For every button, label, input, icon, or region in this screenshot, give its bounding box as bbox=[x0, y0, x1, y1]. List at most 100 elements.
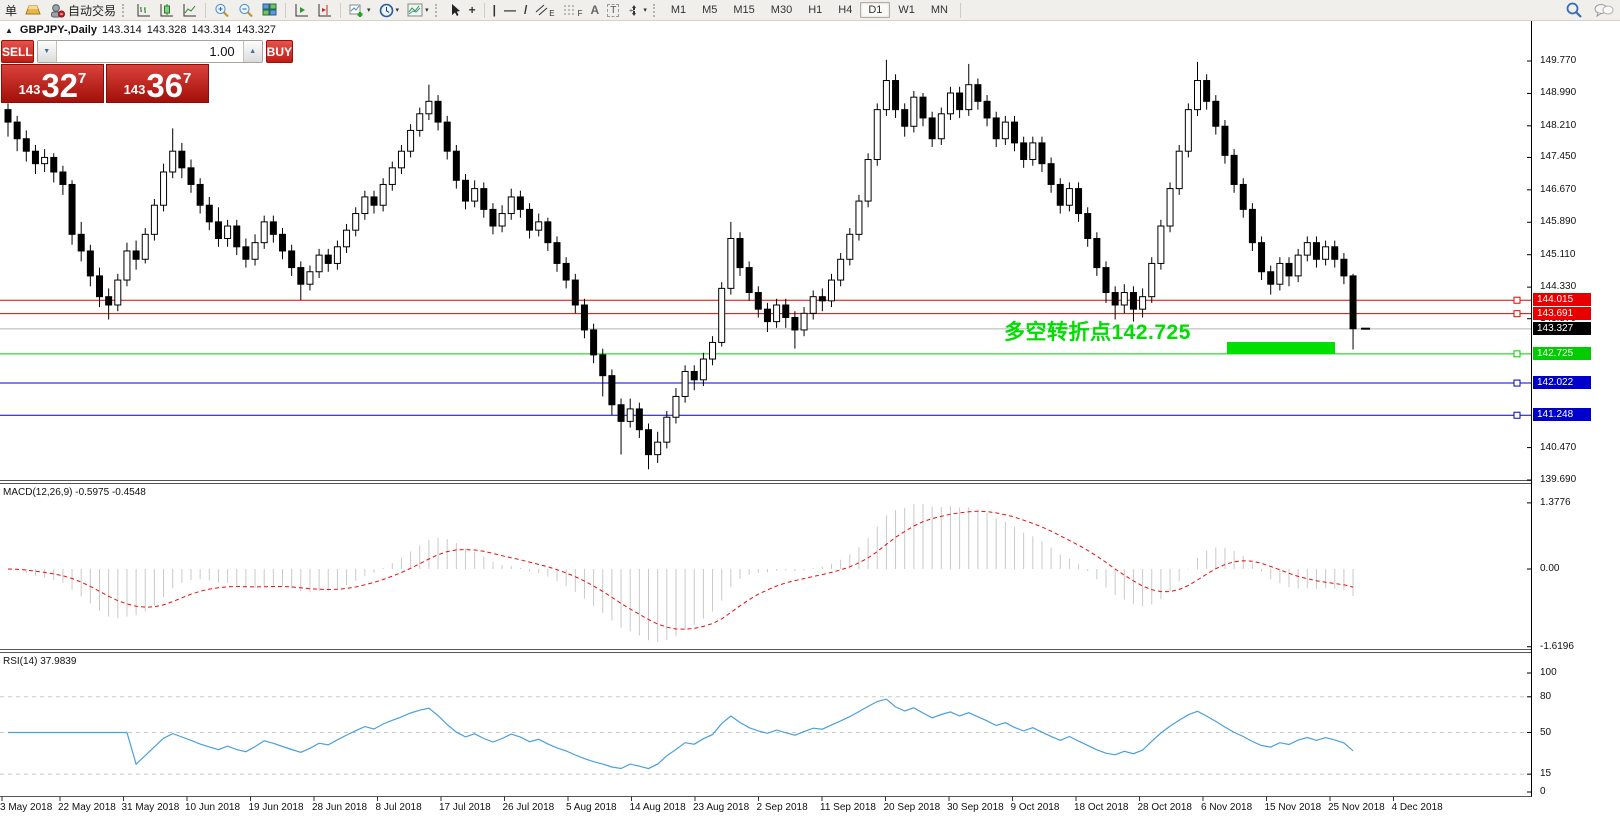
buy-price-display[interactable]: 143 36 7 bbox=[106, 64, 209, 103]
price-tick-label: 147.450 bbox=[1540, 151, 1577, 163]
trendline-button[interactable]: / bbox=[520, 1, 531, 19]
candlestick-chart-button[interactable] bbox=[155, 1, 178, 19]
buy-price-point: 7 bbox=[183, 70, 192, 87]
candle-body bbox=[791, 316, 799, 331]
ohlc-low: 143.314 bbox=[191, 24, 232, 36]
price-tick-label: 148.210 bbox=[1540, 119, 1577, 131]
candle-body bbox=[160, 171, 168, 206]
toolbar-grip[interactable] bbox=[652, 3, 659, 17]
candle-body bbox=[187, 167, 195, 185]
sell-button[interactable]: SELL bbox=[1, 40, 34, 63]
bar-chart-button[interactable] bbox=[132, 1, 155, 19]
chevron-down-icon[interactable]: ▾ bbox=[425, 7, 429, 14]
equidistant-channel-button[interactable]: E bbox=[531, 1, 558, 19]
panel-collapse-icon[interactable]: ▲ bbox=[5, 25, 13, 35]
timeframe-h4[interactable]: H4 bbox=[838, 4, 853, 16]
chevron-down-icon[interactable]: ▾ bbox=[395, 7, 400, 14]
candle-body bbox=[1111, 292, 1119, 306]
zoom-in-button[interactable] bbox=[210, 1, 234, 19]
templates-button[interactable]: ▾ bbox=[403, 1, 433, 19]
annotation-box[interactable] bbox=[1227, 342, 1335, 354]
timeframe-m15[interactable]: M15 bbox=[733, 4, 755, 16]
text-button[interactable]: A bbox=[587, 1, 604, 19]
resistance-2-handle[interactable] bbox=[1513, 310, 1521, 318]
pivot-annotation-text[interactable]: 多空转折点142.725 bbox=[1004, 321, 1191, 344]
fibonacci-button[interactable]: F bbox=[559, 1, 587, 19]
chart-shift-button[interactable] bbox=[313, 1, 336, 19]
candle-body bbox=[571, 279, 579, 306]
vertical-line-button[interactable]: | bbox=[489, 1, 500, 19]
date-axis-label: 18 Oct 2018 bbox=[1074, 802, 1129, 813]
toolbar-separator bbox=[340, 2, 342, 18]
macd-tick-label: 1.3776 bbox=[1540, 496, 1571, 508]
line-chart-button[interactable] bbox=[178, 1, 201, 19]
cursor-button[interactable] bbox=[445, 1, 465, 19]
candle-body bbox=[297, 267, 305, 285]
candle-body bbox=[672, 395, 680, 418]
chevron-down-icon[interactable]: ▾ bbox=[643, 7, 647, 14]
candle-body bbox=[150, 204, 158, 235]
date-axis-label: 3 May 2018 bbox=[0, 802, 53, 813]
horizontal-line-button[interactable]: — bbox=[500, 1, 520, 19]
chevron-down-icon[interactable]: ▾ bbox=[367, 7, 371, 14]
autotrading-button[interactable]: 自动交易 bbox=[45, 1, 120, 19]
periods-button[interactable]: ▾ bbox=[375, 1, 404, 19]
chat-icon[interactable] bbox=[1594, 3, 1614, 18]
timeframe-m5[interactable]: M5 bbox=[702, 4, 718, 16]
rsi-tick-label: 50 bbox=[1540, 726, 1552, 738]
indicators-button[interactable]: ▾ bbox=[345, 1, 375, 19]
tile-windows-button[interactable] bbox=[258, 1, 281, 19]
timeframe-mn[interactable]: MN bbox=[930, 4, 948, 16]
toolbar-grip[interactable] bbox=[434, 3, 441, 17]
candle-body bbox=[892, 80, 900, 111]
candle-body bbox=[727, 237, 735, 289]
sell-price-pips: 32 bbox=[41, 67, 79, 105]
text-label-button[interactable]: T bbox=[603, 1, 623, 19]
price-tick-label: 146.670 bbox=[1540, 183, 1577, 195]
candle-body bbox=[599, 354, 607, 377]
candle-body bbox=[1312, 242, 1320, 260]
volume-increase-button[interactable]: ▲ bbox=[242, 41, 262, 62]
candle-body bbox=[68, 183, 76, 235]
gold-ingot-icon[interactable] bbox=[21, 1, 45, 19]
resistance-1-handle[interactable] bbox=[1513, 296, 1521, 304]
support-2-handle[interactable] bbox=[1513, 411, 1521, 419]
candle-body bbox=[425, 100, 433, 115]
arrows-button[interactable]: ▾ bbox=[623, 1, 651, 19]
candle-body bbox=[718, 287, 726, 343]
sell-price-display[interactable]: 143 32 7 bbox=[1, 64, 104, 103]
candle-body bbox=[114, 279, 122, 306]
candle-body bbox=[480, 188, 488, 210]
timeframe-d1[interactable]: D1 bbox=[860, 2, 891, 18]
timeframe-w1[interactable]: W1 bbox=[898, 4, 915, 16]
date-axis-label: 8 Jul 2018 bbox=[375, 802, 422, 813]
candle-body bbox=[626, 408, 634, 422]
pivot-handle[interactable] bbox=[1513, 350, 1521, 358]
macd-tick-label: 0.00 bbox=[1540, 563, 1560, 574]
price-tick-label: 139.690 bbox=[1540, 473, 1577, 485]
candle-body bbox=[910, 96, 918, 127]
chart-canvas[interactable] bbox=[0, 21, 1532, 820]
candle-body bbox=[489, 208, 497, 227]
crosshair-button[interactable]: + bbox=[465, 1, 480, 19]
new-order-button[interactable]: 单 bbox=[1, 1, 21, 19]
zoom-out-button[interactable] bbox=[234, 1, 258, 19]
volume-decrease-button[interactable]: ▼ bbox=[37, 41, 57, 62]
candle-body bbox=[864, 159, 872, 202]
candle-body bbox=[288, 250, 296, 269]
buy-button[interactable]: BUY bbox=[265, 40, 294, 63]
auto-scroll-button[interactable] bbox=[290, 1, 313, 19]
candle-body bbox=[1184, 109, 1192, 152]
timeframe-m30[interactable]: M30 bbox=[770, 4, 793, 16]
candle-body bbox=[1166, 188, 1174, 227]
candle-body bbox=[937, 113, 945, 140]
pivot-price-label: 142.725 bbox=[1533, 346, 1591, 360]
timeframe-m1[interactable]: M1 bbox=[670, 4, 687, 16]
date-axis-label: 15 Nov 2018 bbox=[1264, 802, 1322, 813]
search-icon[interactable] bbox=[1566, 2, 1582, 18]
toolbar-grip[interactable] bbox=[122, 3, 128, 17]
volume-input[interactable] bbox=[56, 41, 243, 62]
timeframe-h1[interactable]: H1 bbox=[808, 4, 823, 16]
support-1-handle[interactable] bbox=[1513, 379, 1521, 387]
price-axis: 149.770 148.990 148.210 147.450 146.670 145.8… bbox=[1532, 21, 1620, 820]
